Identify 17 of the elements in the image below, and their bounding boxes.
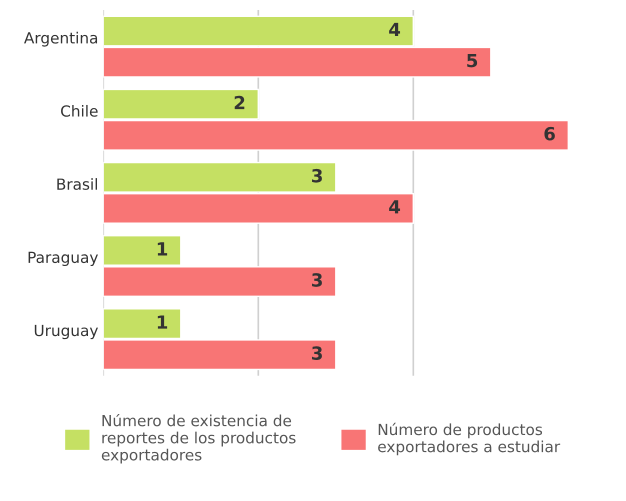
data-label: 2 [234, 96, 244, 110]
data-label: 3 [312, 273, 322, 287]
data-label: 3 [312, 346, 322, 360]
y-tick-label: Uruguay [34, 324, 98, 340]
legend-label: Número de productos exportadores a estudiar [378, 422, 560, 456]
y-tick-label: Argentina [24, 32, 98, 47]
data-label: 1 [158, 242, 168, 256]
y-tick-label: Chile [61, 104, 98, 117]
y-tick-label: Brasil [57, 178, 97, 190]
data-label: 3 [312, 168, 322, 183]
data-label: 4 [389, 22, 400, 36]
y-tick-label: Paraguay [28, 252, 98, 266]
data-label: 1 [158, 315, 168, 329]
legend-label: Número de existencia de reportes de los productos exportadores [102, 414, 296, 464]
data-label: 5 [467, 54, 478, 68]
data-label: 6 [544, 126, 555, 141]
data-label: 4 [389, 200, 400, 214]
